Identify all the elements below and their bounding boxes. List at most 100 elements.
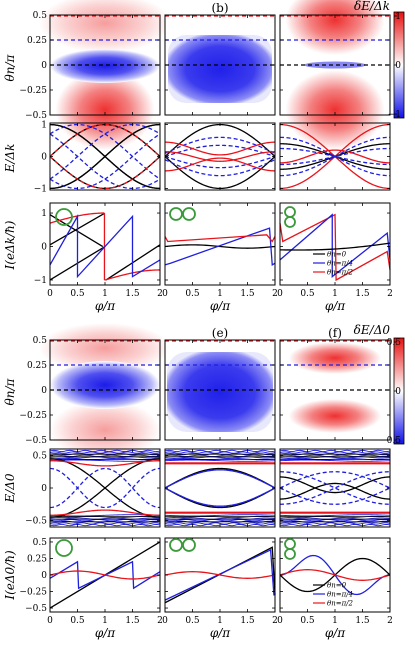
- colorbar-tick-label: −0.5: [379, 436, 401, 446]
- series-line: [49, 456, 161, 459]
- series-line: [279, 471, 391, 505]
- xlabel: φ/π: [325, 299, 346, 313]
- geometry-circle-icon: [284, 548, 296, 560]
- series-line: [49, 458, 161, 518]
- y-tick-label: 0: [41, 153, 47, 163]
- series-line: [49, 459, 161, 462]
- geometry-circle-icon: [182, 538, 196, 552]
- series-line: [164, 234, 276, 243]
- y-tick-label: −1: [34, 184, 47, 194]
- series-line: [164, 467, 276, 489]
- x-tick-label: 2: [272, 289, 278, 299]
- series-line: [279, 242, 391, 251]
- series-line: [279, 487, 391, 505]
- series-line: [164, 487, 276, 509]
- series-line: [49, 454, 161, 457]
- x-tick-label: 1: [102, 289, 108, 299]
- x-tick-label: 2: [272, 616, 278, 626]
- y-tick-label: 0: [41, 571, 47, 581]
- y-tick-label: −0.25: [19, 411, 47, 421]
- x-tick-label: 1: [217, 289, 223, 299]
- series-line: [164, 454, 276, 457]
- y-tick-label: −0.5: [25, 604, 47, 614]
- geometry-circle-icon: [182, 207, 196, 221]
- ylabel-current: I(eΔ0/ħ): [3, 550, 17, 601]
- panel-frame: [164, 122, 276, 191]
- ylabel-current: I(eΔk/ħ): [3, 220, 17, 270]
- series-line: [50, 509, 160, 516]
- legend-entry: θn=π/4: [327, 591, 353, 599]
- series-line: [49, 155, 161, 190]
- series-line: [49, 514, 161, 517]
- series-line: [49, 451, 161, 454]
- heatmap-a: [39, 0, 171, 150]
- x-tick-label: 0: [162, 616, 168, 626]
- legend-entry: θn=0: [327, 251, 347, 259]
- y-tick-label: −0.5: [25, 111, 47, 121]
- x-tick-label: 2: [157, 289, 163, 299]
- xlabel: φ/π: [95, 299, 116, 313]
- series-line: [164, 571, 276, 579]
- series-line: [279, 149, 391, 164]
- series-line: [164, 522, 276, 525]
- series-line: [49, 123, 161, 180]
- x-tick-label: 0.5: [300, 616, 315, 626]
- xlabel: φ/π: [210, 299, 231, 313]
- colorbar-tick-label: −1: [388, 110, 401, 120]
- x-tick-label: 0: [277, 289, 283, 299]
- series-line: [279, 456, 391, 459]
- xlabel: φ/π: [325, 626, 346, 640]
- y-tick-label: 0.25: [27, 361, 47, 371]
- legend-entry: θn=π/2: [327, 269, 354, 277]
- y-tick-label: 0: [41, 484, 47, 494]
- x-tick-label: 0: [47, 289, 53, 299]
- series-line: [49, 519, 161, 522]
- y-tick-label: 1: [41, 121, 47, 131]
- series-line: [279, 476, 391, 494]
- y-tick-label: 0.5: [33, 452, 48, 462]
- x-tick-label: 2: [387, 616, 393, 626]
- series-line: [279, 459, 391, 462]
- series-line: [279, 451, 391, 454]
- y-tick-label: 0.5: [33, 538, 48, 548]
- x-tick-label: 1.5: [240, 616, 255, 626]
- y-tick-label: 0.25: [27, 36, 47, 46]
- xlabel: φ/π: [95, 626, 116, 640]
- series-line: [164, 155, 276, 169]
- geometry-circle-icon: [284, 206, 296, 218]
- geometry-circle-icon: [169, 207, 183, 221]
- series-line: [49, 522, 161, 525]
- x-tick-label: 0.5: [185, 289, 200, 299]
- series-line: [279, 213, 391, 278]
- series-line: [164, 517, 276, 520]
- x-tick-label: 1.5: [355, 289, 370, 299]
- series-line: [279, 519, 391, 522]
- series-line: [279, 517, 391, 520]
- x-tick-label: 0.5: [70, 289, 85, 299]
- x-tick-label: 0: [162, 289, 168, 299]
- series-line: [164, 546, 276, 604]
- x-tick-label: 1: [332, 616, 338, 626]
- series-line: [279, 471, 391, 489]
- series-line: [49, 570, 161, 580]
- heatmap-f: [280, 340, 390, 440]
- x-tick-label: 0.5: [300, 289, 315, 299]
- colorbar-tick-label: 0: [395, 61, 401, 71]
- series-line: [164, 123, 276, 157]
- y-tick-label: −0.5: [25, 517, 47, 527]
- series-line: [50, 460, 160, 467]
- x-tick-label: 1.5: [240, 289, 255, 299]
- series-line: [49, 133, 161, 190]
- series-line: [164, 469, 276, 489]
- series-line: [49, 156, 161, 190]
- geometry-circle-icon: [55, 539, 73, 557]
- panel-label: (f): [328, 326, 342, 340]
- x-tick-label: 1.5: [355, 616, 370, 626]
- x-tick-label: 1: [102, 616, 108, 626]
- ylabel-energy: E/Δ0: [3, 473, 17, 503]
- heatmap-b: [165, 15, 275, 115]
- series-line: [164, 157, 276, 172]
- series-line: [49, 467, 161, 509]
- ylabel-theta: θn/π: [3, 377, 17, 405]
- geometry-circle-icon: [169, 538, 183, 552]
